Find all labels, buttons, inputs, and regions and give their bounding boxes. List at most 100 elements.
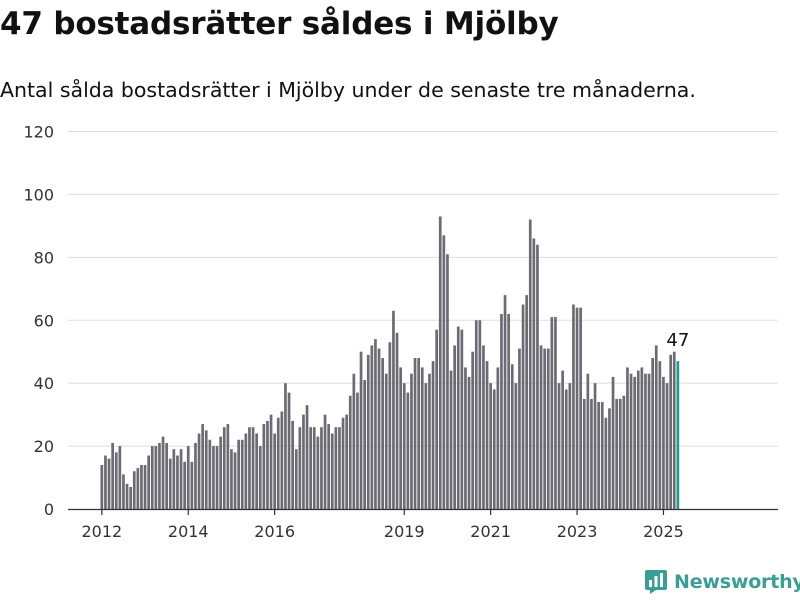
bar (618, 398, 622, 509)
bar (446, 254, 449, 509)
bar (240, 439, 244, 509)
bar (640, 367, 644, 509)
bar (575, 307, 579, 509)
bar (215, 446, 219, 509)
bar (672, 351, 676, 509)
bar (500, 313, 503, 509)
bar (251, 427, 255, 509)
bar (395, 332, 399, 509)
bar (521, 304, 525, 509)
bar (561, 370, 564, 509)
bar (330, 433, 334, 509)
annotations: 47 (666, 330, 689, 351)
bar (125, 483, 129, 509)
bar (388, 342, 392, 509)
bar (590, 398, 593, 509)
bar (194, 442, 197, 509)
bar (568, 383, 572, 509)
bar (384, 373, 388, 509)
bar (143, 464, 147, 509)
bar (100, 464, 104, 509)
bar (654, 345, 658, 509)
bar (644, 373, 647, 509)
bar (464, 367, 467, 509)
chart-subtitle: Antal sålda bostadsrätter i Mjölby under… (0, 78, 696, 102)
newsworthy-logo-icon (645, 570, 667, 594)
bar (327, 424, 330, 509)
bar (190, 461, 194, 509)
bar (186, 446, 190, 509)
bar (449, 370, 453, 509)
bar (478, 320, 482, 509)
bar (140, 464, 143, 509)
y-tick-label: 60 (34, 311, 54, 330)
bar (651, 358, 654, 509)
brand-name: Newsworthy (674, 571, 800, 593)
bar (352, 373, 356, 509)
bar (442, 235, 446, 509)
bar (604, 417, 608, 509)
bar (557, 383, 561, 509)
bar (374, 339, 377, 510)
bar (496, 367, 500, 509)
bar (392, 310, 395, 509)
bar (201, 424, 204, 509)
y-tick-label: 100 (23, 185, 54, 204)
bar (626, 367, 629, 509)
bar (298, 427, 302, 509)
bar (510, 364, 514, 509)
bar (366, 354, 370, 509)
bar (579, 307, 582, 509)
bar (435, 329, 438, 509)
bar (420, 367, 424, 509)
bar (546, 348, 550, 509)
bar (323, 414, 327, 510)
bar (622, 395, 626, 509)
bar (586, 373, 590, 509)
bar (219, 436, 222, 509)
x-tick-label: 2019 (384, 522, 425, 541)
bar (572, 304, 575, 509)
bar (471, 351, 474, 509)
bar (582, 398, 586, 509)
bar (316, 436, 320, 509)
bar (597, 402, 600, 509)
bar (269, 414, 273, 510)
bar (456, 326, 460, 509)
bar (377, 348, 381, 509)
bar (633, 376, 636, 510)
bar (665, 383, 669, 509)
bar (615, 398, 618, 509)
bar (294, 449, 298, 509)
bar (161, 436, 165, 509)
bar (183, 461, 186, 509)
bar (118, 446, 122, 509)
bar (600, 402, 604, 509)
bar (564, 389, 568, 509)
bar (334, 427, 338, 509)
x-tick-label: 2023 (557, 522, 598, 541)
bar (363, 380, 366, 509)
bar (417, 358, 420, 509)
bar (208, 439, 212, 509)
bar (284, 383, 287, 509)
y-tick-label: 40 (34, 374, 54, 393)
bar (305, 405, 309, 509)
bar (345, 414, 348, 510)
x-tick-label: 2014 (168, 522, 209, 541)
bar (122, 474, 125, 509)
bar (460, 329, 464, 509)
bar (662, 376, 665, 510)
bar (370, 345, 374, 509)
bar (359, 351, 363, 509)
bar (528, 219, 532, 509)
bar (237, 439, 240, 509)
bar (424, 383, 428, 509)
bar (348, 395, 352, 509)
bar (302, 414, 305, 510)
bar (381, 358, 384, 509)
bar (503, 295, 507, 509)
bar (413, 358, 417, 509)
bar (280, 411, 284, 509)
y-tick-label: 0 (44, 500, 54, 519)
